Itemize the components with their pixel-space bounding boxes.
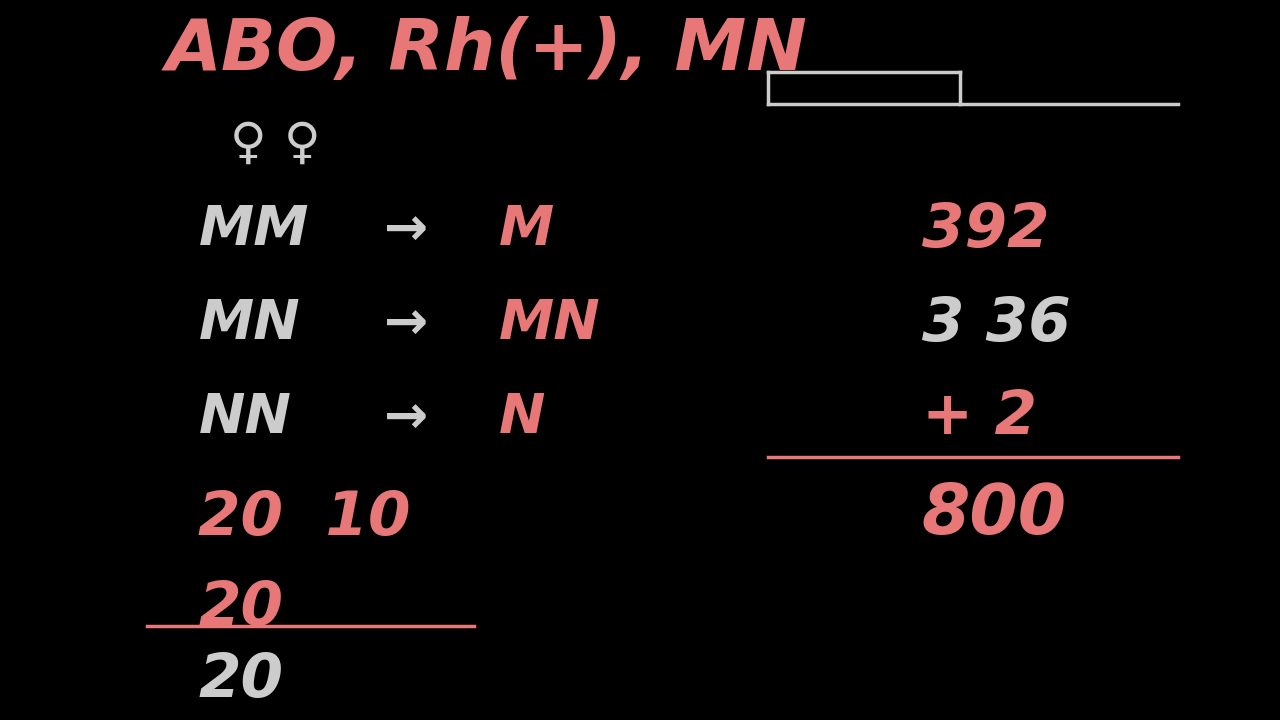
Text: N: N [499, 391, 545, 445]
Text: NN: NN [198, 391, 292, 445]
Text: →: → [384, 298, 429, 350]
Text: 20: 20 [198, 579, 283, 638]
Text: 20: 20 [198, 651, 283, 710]
Text: ABO, Rh(+), MN: ABO, Rh(+), MN [165, 16, 808, 85]
Text: ♀ ♀: ♀ ♀ [230, 120, 321, 168]
Text: 3 36: 3 36 [922, 294, 1070, 354]
Text: + 2: + 2 [922, 388, 1037, 447]
Text: MN: MN [499, 297, 600, 351]
Text: 800: 800 [922, 481, 1066, 549]
Text: M: M [499, 204, 554, 258]
Text: 20  10: 20 10 [198, 489, 411, 548]
Text: MM: MM [198, 204, 308, 258]
Text: 392: 392 [922, 201, 1050, 260]
Text: MN: MN [198, 297, 300, 351]
Text: →: → [384, 392, 429, 444]
Text: →: → [384, 204, 429, 256]
